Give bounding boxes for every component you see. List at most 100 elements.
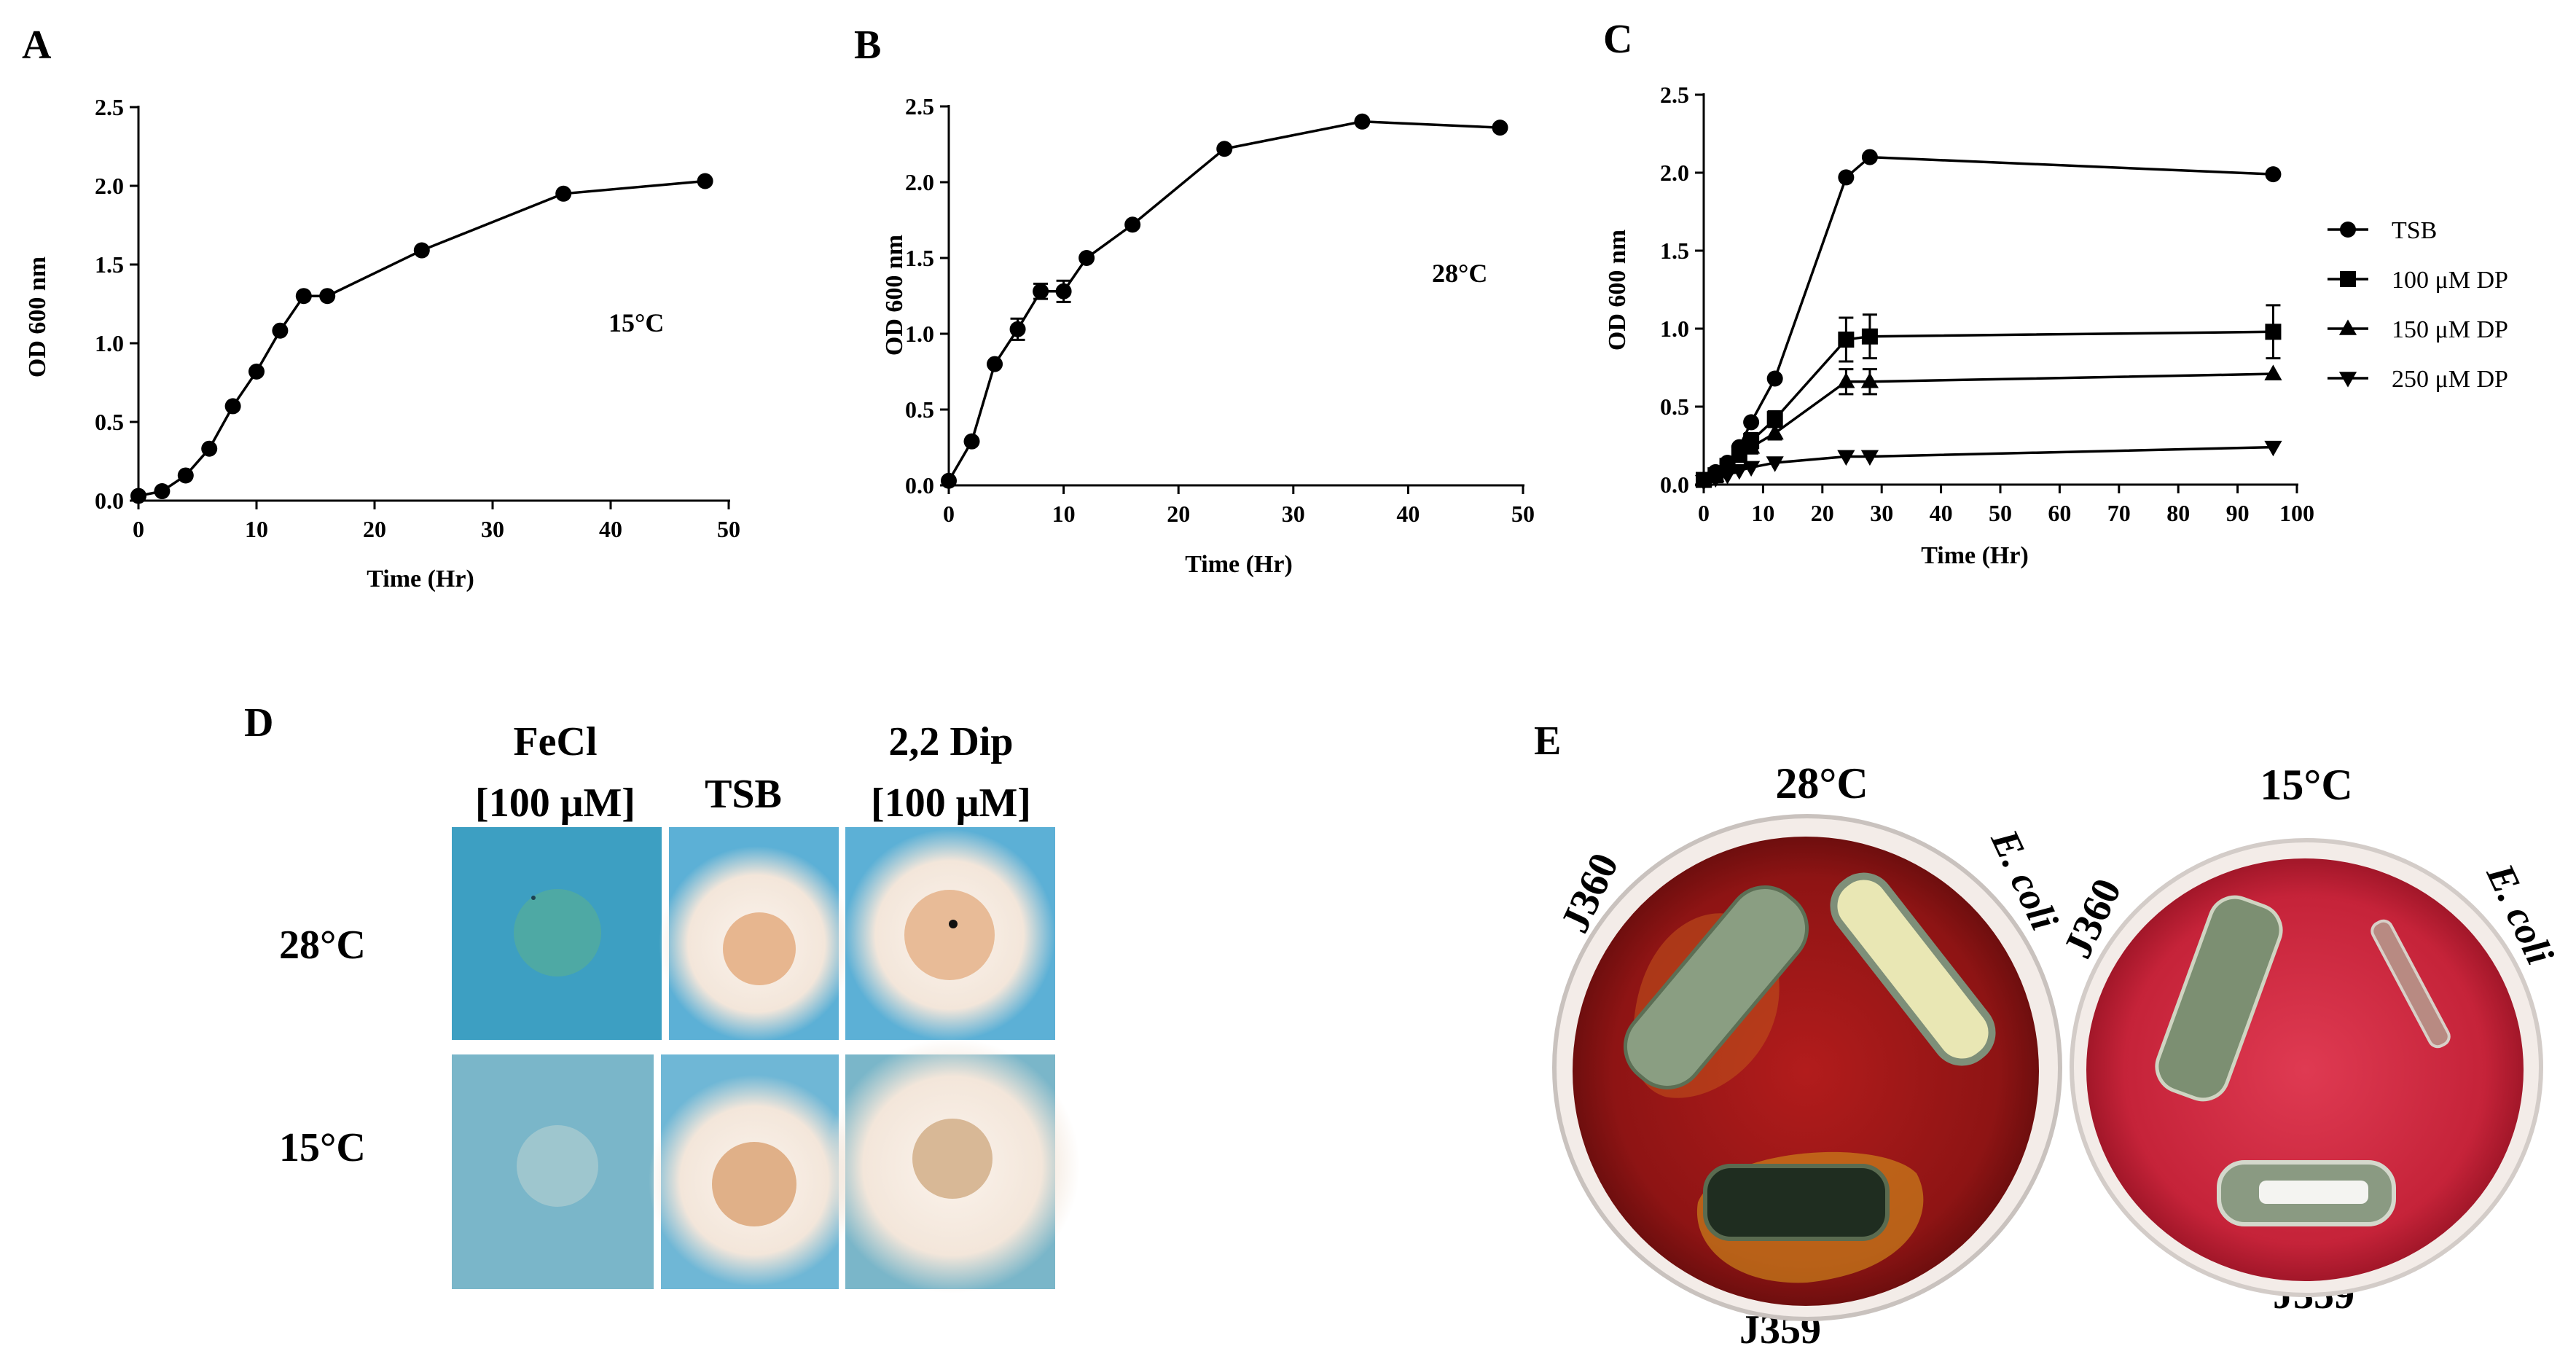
chart-c-legend-label: 100 μM DP (2392, 267, 2508, 294)
chart-a-point (201, 440, 218, 457)
chart-a: 0 10 20 30 40 50 0.0 0.5 1.0 1.5 2.0 2.5 15°C Time … (24, 94, 740, 592)
chart-c-legend-marker (2340, 222, 2356, 238)
d-colony-fecl-15c (517, 1125, 598, 1207)
chart-b-point (963, 433, 980, 450)
chart-c-point (1766, 411, 1783, 428)
chart-c-legend-marker (2340, 271, 2356, 287)
chart-c-point (1707, 471, 1725, 488)
chart-b: 0 10 20 30 40 50 0.0 0.5 1.0 1.5 2.0 2.5 28°C Time … (881, 93, 1535, 578)
chart-a-point (248, 363, 265, 380)
d-col3-line1: 2,2 Dip (888, 719, 1013, 764)
chart-c-x-tick-label: 60 (2048, 500, 2071, 526)
chart-a-series-line-0 (138, 179, 705, 498)
chart-a-point (130, 488, 146, 504)
chart-b-xlabel: Time (Hr) (1185, 551, 1293, 578)
chart-c-point (1718, 469, 1737, 485)
chart-b-x-tick-label: 30 (1282, 501, 1305, 527)
chart-a-x-tick-label: 30 (481, 516, 504, 542)
panel-letter-b: B (854, 23, 881, 68)
chart-b-y-tick-label: 0.5 (905, 396, 934, 423)
chart-a-point (272, 322, 289, 339)
chart-b-annotation: 28°C (1432, 259, 1487, 288)
chart-c-legend-marker (2338, 319, 2357, 335)
chart-c-point (1860, 450, 1879, 466)
chart-c-x-tick-label: 100 (2279, 500, 2314, 526)
d-colony-dip-28c (904, 890, 995, 980)
chart-a-point (697, 173, 713, 189)
panel-letter-d: D (244, 700, 273, 745)
e-plate2-temp: 15°C (2260, 761, 2352, 809)
chart-c-point (2265, 166, 2282, 183)
chart-c-point (1861, 328, 1878, 345)
chart-c-legend-label: 150 μM DP (2392, 316, 2508, 343)
chart-c-point (1838, 169, 1855, 186)
d-speck-dip-28c (949, 920, 958, 928)
chart-b-point (1009, 321, 1026, 337)
chart-c-series-line-1 (1703, 330, 2274, 482)
d-col1-line1: FeCl (513, 719, 597, 764)
e-plate1-streak-j360 (1623, 885, 1809, 1089)
chart-c-x-tick-label: 80 (2166, 500, 2190, 526)
chart-b-y-tick-label: 1.0 (905, 321, 934, 347)
chart-b-x-tick-label: 40 (1396, 501, 1420, 527)
d-colony-dip-15c (912, 1119, 993, 1199)
chart-c-legend-label: 250 μM DP (2392, 366, 2508, 393)
chart-a-annotation: 15°C (608, 308, 664, 337)
chart-c-point (1694, 474, 1713, 491)
chart-c-point (1730, 447, 1748, 463)
chart-b-point (1354, 113, 1371, 130)
chart-c-y-tick-label: 2.5 (1660, 82, 1689, 108)
chart-b-point (1216, 141, 1233, 157)
e-plate1-temp: 28°C (1775, 759, 1868, 807)
d-colony-tsb-28c (723, 912, 796, 985)
chart-a-y-tick-label: 1.5 (95, 251, 124, 278)
chart-a-y-tick-label: 2.0 (95, 173, 124, 199)
chart-c-legend: TSB 100 μM DP 150 μM DP 250 μM DP (2328, 217, 2508, 393)
chart-c-ylabel: OD 600 nm (1604, 230, 1631, 351)
panel-letter-a: A (22, 23, 52, 68)
panel-d: FeCl [100 μM] TSB 2,2 Dip [100 μM] 28°C … (279, 719, 1080, 1293)
chart-b-x-tick-label: 0 (943, 501, 955, 527)
chart-a-x-tick-label: 50 (717, 516, 740, 542)
chart-c-x-tick-label: 50 (1989, 500, 2012, 526)
chart-c-y-tick-label: 1.0 (1660, 316, 1689, 342)
d-row-label-28c: 28°C (279, 923, 366, 968)
chart-a-ylabel: OD 600 nm (24, 257, 51, 377)
chart-b-point (941, 472, 957, 489)
chart-a-point (177, 467, 194, 484)
chart-c-point (1742, 461, 1761, 477)
chart-c-xlabel: Time (Hr) (1921, 542, 2029, 569)
chart-c-x-tick-label: 20 (1811, 500, 1834, 526)
chart-a-xlabel: Time (Hr) (367, 565, 474, 592)
d-row-label-15c: 15°C (279, 1125, 366, 1170)
chart-a-y-tick-label: 0.0 (95, 488, 124, 514)
chart-a-point (295, 288, 312, 305)
chart-b-point (1033, 283, 1049, 300)
chart-b-y-tick-label: 0.0 (905, 472, 934, 498)
e-plate2-streak-ecoli (2371, 919, 2451, 1049)
chart-c-series-line-3 (1703, 445, 2274, 483)
panel-letter-e: E (1534, 719, 1561, 764)
chart-c-point (1838, 331, 1855, 348)
chart-c-point (2264, 440, 2282, 457)
chart-b-y-tick-label: 2.0 (905, 169, 934, 195)
chart-a-x-tick-label: 40 (599, 516, 622, 542)
chart-c-series-line-0 (1703, 155, 2274, 482)
chart-c-point (1766, 423, 1784, 440)
chart-a-point (555, 185, 572, 202)
chart-b-point (1055, 283, 1072, 300)
chart-a-point (224, 398, 241, 415)
chart-a-y-tick-label: 0.5 (95, 409, 124, 435)
chart-c-y-tick-label: 2.0 (1660, 160, 1689, 186)
chart-c: 0 10 20 30 40 50 60 70 80 90 100 0.0 0.5 1.0 1.5 2.0 2.5… (1604, 82, 2508, 569)
chart-c-x-tick-label: 90 (2226, 500, 2250, 526)
chart-c-point (1766, 370, 1783, 387)
d-colony-tsb-15c (712, 1142, 796, 1226)
chart-b-x-tick-label: 10 (1052, 501, 1076, 527)
d-colony-fecl-28c (514, 889, 601, 977)
chart-b-point (1492, 120, 1508, 136)
panel-letter-c: C (1603, 17, 1632, 62)
chart-c-point (1766, 456, 1784, 472)
e-plate1-streak-j359 (1703, 1164, 1890, 1241)
d-col1-line2: [100 μM] (475, 780, 635, 826)
